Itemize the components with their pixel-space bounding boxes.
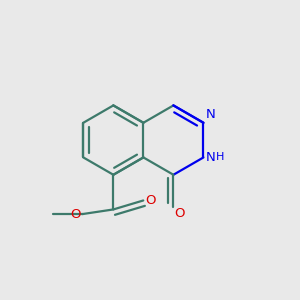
Text: H: H bbox=[216, 152, 224, 162]
Text: N: N bbox=[206, 108, 215, 122]
Text: O: O bbox=[174, 207, 185, 220]
Text: N: N bbox=[206, 151, 215, 164]
Text: O: O bbox=[70, 208, 81, 220]
Text: O: O bbox=[145, 194, 155, 207]
